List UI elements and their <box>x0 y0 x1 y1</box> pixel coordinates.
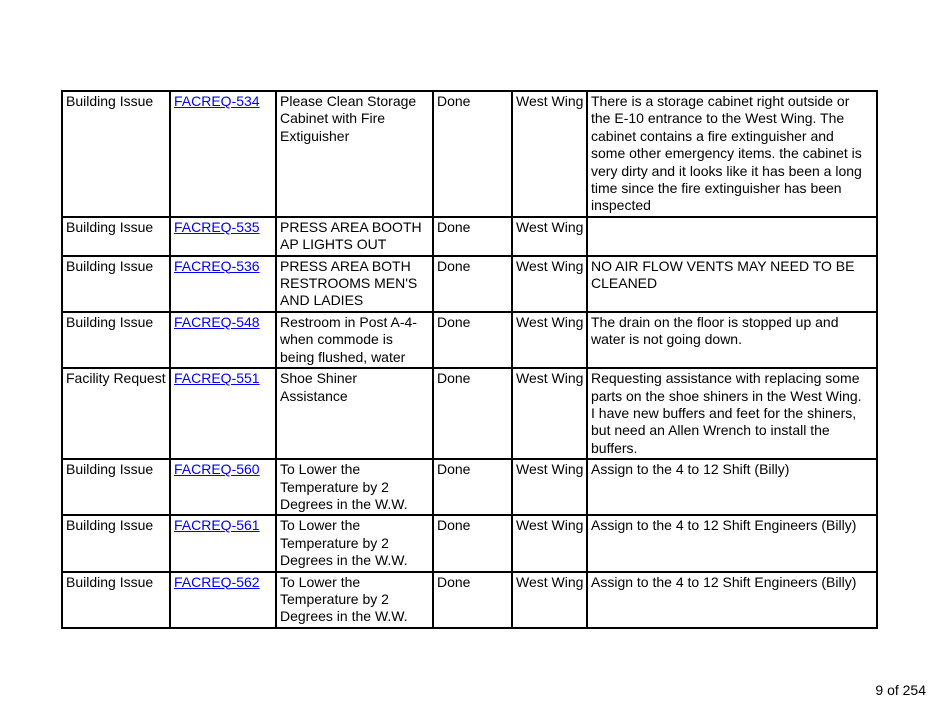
request-type-cell: Facility Request <box>61 367 171 461</box>
request-title-cell: To Lower the Temperature by 2 Degrees in… <box>275 514 434 573</box>
request-type-cell: Building Issue <box>61 215 171 257</box>
request-title-cell: To Lower the Temperature by 2 Degrees in… <box>275 458 434 517</box>
request-description-cell: The drain on the floor is stopped up and… <box>586 310 878 370</box>
request-type-cell: Building Issue <box>61 514 171 573</box>
request-id-link[interactable]: FACREQ-561 <box>174 517 260 534</box>
table-row: Building Issue FACREQ-562 To Lower the Tem… <box>61 570 878 629</box>
request-type-cell: Building Issue <box>61 90 171 218</box>
table-row: Facility Request FACREQ-551 Shoe Shiner As… <box>61 367 878 461</box>
request-location-cell: West Wing <box>511 90 588 218</box>
request-title-cell: Please Clean Storage Cabinet with Fire E… <box>275 90 434 218</box>
request-type-cell: Building Issue <box>61 458 171 517</box>
request-type-cell: Building Issue <box>61 570 171 629</box>
request-description-cell: Assign to the 4 to 12 Shift Engineers (B… <box>586 570 878 629</box>
request-status-cell: Done <box>432 514 513 573</box>
request-location-cell: West Wing <box>511 367 588 461</box>
request-title-cell: Restroom in Post A-4- when commode is be… <box>275 310 434 370</box>
request-id-link[interactable]: FACREQ-548 <box>174 313 260 330</box>
request-id-link[interactable]: FACREQ-536 <box>174 257 260 274</box>
request-id-cell: FACREQ-560 <box>169 458 277 517</box>
request-description-cell: Assign to the 4 to 12 Shift Engineers (B… <box>586 514 878 573</box>
request-title-cell: PRESS AREA BOOTH AP LIGHTS OUT <box>275 215 434 257</box>
request-id-cell: FACREQ-536 <box>169 254 277 313</box>
request-status-cell: Done <box>432 458 513 517</box>
request-title-cell: Shoe Shiner Assistance <box>275 367 434 461</box>
request-location-cell: West Wing <box>511 570 588 629</box>
request-description-cell: NO AIR FLOW VENTS MAY NEED TO BE CLEANED <box>586 254 878 313</box>
request-id-link[interactable]: FACREQ-535 <box>174 218 260 235</box>
request-id-cell: FACREQ-551 <box>169 367 277 461</box>
request-id-cell: FACREQ-561 <box>169 514 277 573</box>
request-status-cell: Done <box>432 570 513 629</box>
request-description-cell: There is a storage cabinet right outside… <box>586 90 878 218</box>
table-row: Building Issue FACREQ-536 PRESS AREA BOTH … <box>61 254 878 313</box>
request-id-cell: FACREQ-562 <box>169 570 277 629</box>
request-id-link[interactable]: FACREQ-551 <box>174 370 260 387</box>
table-row: Building Issue FACREQ-560 To Lower the Tem… <box>61 458 878 517</box>
request-id-link[interactable]: FACREQ-534 <box>174 93 260 109</box>
request-type-cell: Building Issue <box>61 254 171 313</box>
page-indicator: 9 of 254 <box>875 682 926 698</box>
request-location-cell: West Wing <box>511 254 588 313</box>
request-id-cell: FACREQ-548 <box>169 310 277 370</box>
request-location-cell: West Wing <box>511 310 588 370</box>
facility-requests-table: Building Issue FACREQ-534 Please Clean Sto… <box>61 90 878 629</box>
request-status-cell: Done <box>432 254 513 313</box>
request-status-cell: Done <box>432 215 513 257</box>
request-location-cell: West Wing <box>511 514 588 573</box>
request-description-cell <box>586 215 878 257</box>
request-id-cell: FACREQ-534 <box>169 90 277 218</box>
request-type-cell: Building Issue <box>61 310 171 370</box>
request-status-cell: Done <box>432 367 513 461</box>
table-row: Building Issue FACREQ-561 To Lower the Tem… <box>61 514 878 573</box>
request-id-cell: FACREQ-535 <box>169 215 277 257</box>
request-description-cell: Assign to the 4 to 12 Shift (Billy) <box>586 458 878 517</box>
table-row: Building Issue FACREQ-548 Restroom in Post… <box>61 310 878 370</box>
request-status-cell: Done <box>432 90 513 218</box>
request-description-cell: Requesting assistance with replacing som… <box>586 367 878 461</box>
request-title-cell: PRESS AREA BOTH RESTROOMS MEN'S AND LADI… <box>275 254 434 313</box>
request-status-cell: Done <box>432 310 513 370</box>
request-id-link[interactable]: FACREQ-560 <box>174 461 260 478</box>
request-location-cell: West Wing <box>511 458 588 517</box>
request-id-link[interactable]: FACREQ-562 <box>174 573 260 590</box>
request-location-cell: West Wing <box>511 215 588 257</box>
table-row: Building Issue FACREQ-534 Please Clean Sto… <box>61 90 878 218</box>
request-title-cell: To Lower the Temperature by 2 Degrees in… <box>275 570 434 629</box>
table-row: Building Issue FACREQ-535 PRESS AREA BOOTH… <box>61 215 878 257</box>
requests-table-body: Building Issue FACREQ-534 Please Clean Sto… <box>61 90 878 629</box>
